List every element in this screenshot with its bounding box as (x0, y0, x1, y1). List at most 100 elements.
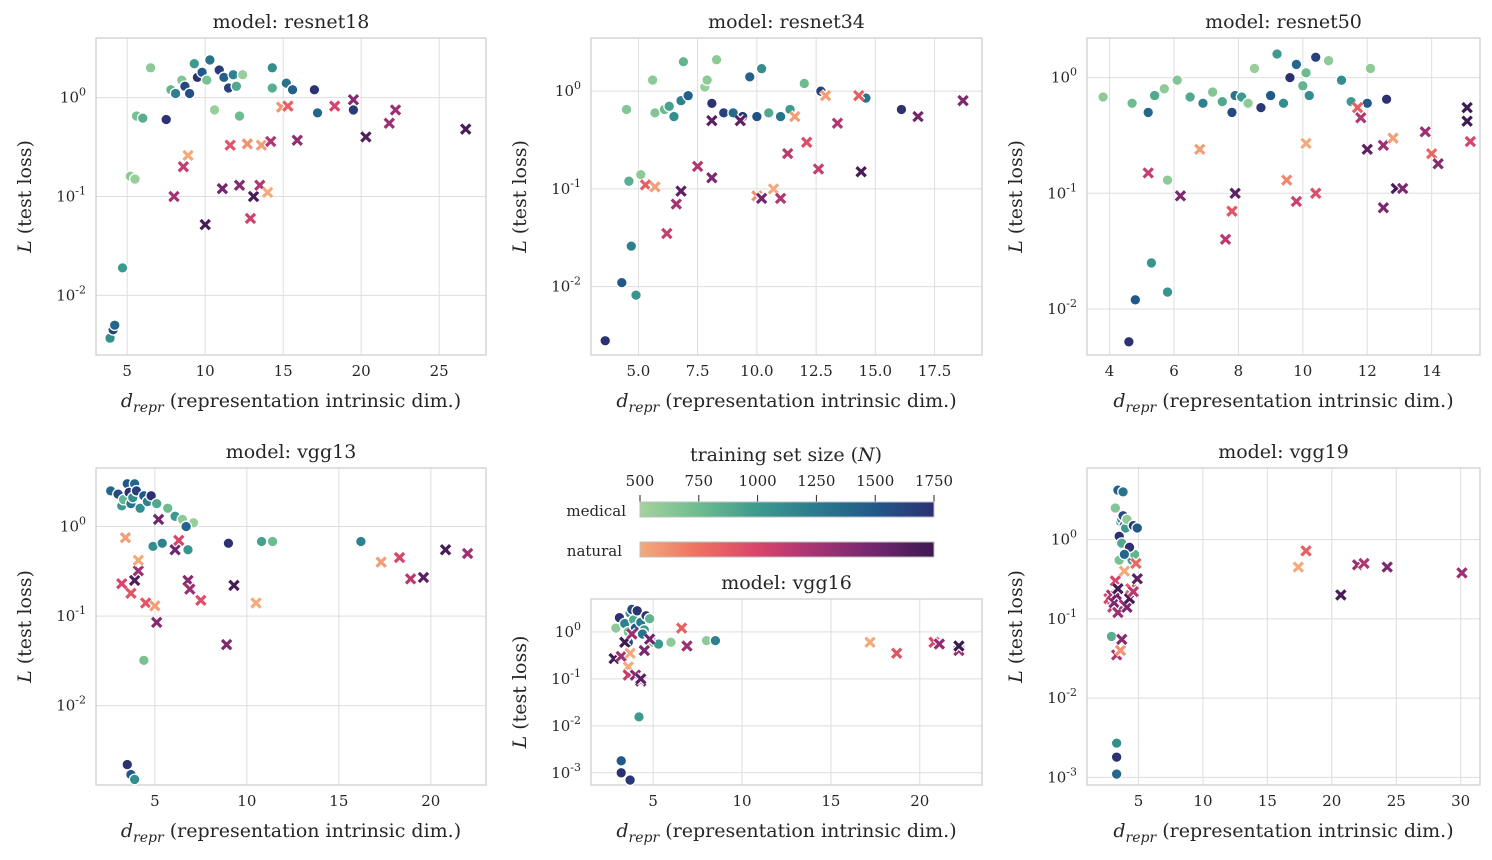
medical-point (1117, 485, 1130, 498)
medical-point (236, 68, 249, 81)
natural-point (459, 122, 473, 136)
natural-point (1299, 136, 1313, 150)
natural-point (1380, 560, 1394, 574)
medical-point (1242, 97, 1255, 110)
natural-point (254, 138, 268, 152)
natural-point (932, 637, 946, 651)
medical-point (743, 70, 756, 83)
natural-point (118, 531, 133, 545)
medical-point (631, 604, 644, 617)
x-tick-label: 15 (1258, 792, 1277, 810)
panel-title: model: vgg16 (721, 572, 852, 594)
legend-label-natural: natural (567, 542, 622, 560)
panel-title: model: resnet18 (213, 11, 370, 33)
axes-frame (590, 598, 983, 786)
natural-point (1113, 643, 1128, 657)
medical-point (1097, 91, 1110, 103)
medical-point (286, 83, 299, 96)
medical-point (1283, 71, 1296, 84)
natural-point (1289, 194, 1303, 209)
medical-point (1290, 58, 1303, 71)
natural-point (168, 543, 182, 557)
x-tick-label: 6 (1169, 362, 1179, 380)
natural-point (952, 639, 966, 653)
natural-point (819, 89, 833, 103)
medical-point (266, 61, 279, 74)
x-tick-label: 12 (1358, 362, 1377, 380)
medical-point (625, 240, 638, 253)
axes-frame (95, 37, 487, 356)
natural-point (148, 599, 162, 613)
natural-point (374, 555, 388, 569)
medical-point (169, 87, 182, 100)
natural-point (766, 182, 781, 196)
natural-point (261, 185, 275, 199)
x-tick-label: 14 (1422, 362, 1441, 380)
medical-point (1105, 630, 1118, 643)
medical-point (128, 773, 141, 786)
natural-point (1357, 556, 1371, 571)
y-tick-label: 10-1 (56, 185, 86, 206)
y-axis-label: L (test loss) (1005, 140, 1027, 254)
x-tick-label: 17.5 (918, 362, 951, 380)
x-axis-label: drepr (representation intrinsic dim.) (121, 390, 461, 416)
y-tick-label: 100 (555, 79, 581, 100)
y-tick-label: 10-2 (56, 283, 86, 304)
axes-frame (1086, 37, 1481, 356)
y-tick-label: 10-1 (551, 667, 581, 688)
x-axis-label: drepr (representation intrinsic dim.) (616, 390, 956, 416)
natural-point (1129, 556, 1143, 571)
natural-point (183, 582, 197, 596)
y-tick-label: 10-2 (551, 275, 581, 296)
x-tick-label: 5 (648, 792, 658, 810)
medical-point (1126, 97, 1139, 110)
panel-1: 5 10 15 20 25 100 10-1 10-2 model: resnet18 drepr… (14, 11, 487, 416)
natural-point (290, 133, 304, 147)
natural-point (634, 672, 648, 686)
panels: 5 10 15 20 25 100 10-1 10-2 model: resnet18 drepr… (14, 11, 1481, 846)
medical-point (701, 74, 714, 86)
x-tick-label: 4 (1105, 362, 1115, 380)
legend-tick-label: 750 (684, 472, 713, 490)
medical-point (161, 502, 174, 515)
natural-point (773, 191, 788, 205)
x-tick-label: 15 (329, 792, 348, 810)
medical-point (1122, 335, 1135, 348)
medical-point (1131, 522, 1144, 534)
medical-point (774, 110, 787, 123)
medical-point (750, 110, 763, 123)
legend-tick-label: 500 (626, 472, 655, 490)
natural-point (625, 627, 639, 641)
natural-point (232, 178, 247, 192)
natural-point (680, 639, 694, 653)
natural-point (614, 649, 628, 663)
x-tick-label: 15 (274, 362, 293, 380)
medical-point (1335, 74, 1348, 87)
natural-point (346, 93, 360, 107)
y-axis-label: L (test loss) (509, 636, 531, 750)
y-tick-label: 10-2 (1047, 686, 1077, 707)
natural-point (1280, 173, 1294, 187)
medical-point (677, 55, 690, 68)
natural-point (618, 635, 632, 649)
legend-label-medical: medical (566, 502, 626, 520)
medical-point (230, 80, 243, 93)
medical-point (615, 276, 628, 289)
natural-point (1141, 166, 1155, 180)
medical-point (1184, 91, 1197, 103)
y-tick-label: 10-2 (1047, 297, 1077, 318)
x-tick-label: 10 (196, 362, 215, 380)
medical-point (615, 766, 628, 779)
natural-point (675, 621, 689, 635)
natural-point (733, 114, 747, 128)
x-axis-label: drepr (representation intrinsic dim.) (1113, 820, 1453, 846)
medical-point (663, 100, 676, 113)
natural-point (1376, 201, 1390, 215)
y-tick-label: 100 (1051, 66, 1077, 87)
medical-point (108, 319, 121, 332)
natural-point (1396, 181, 1410, 196)
natural-point (328, 99, 342, 113)
medical-point (354, 535, 367, 548)
natural-point (623, 646, 637, 660)
